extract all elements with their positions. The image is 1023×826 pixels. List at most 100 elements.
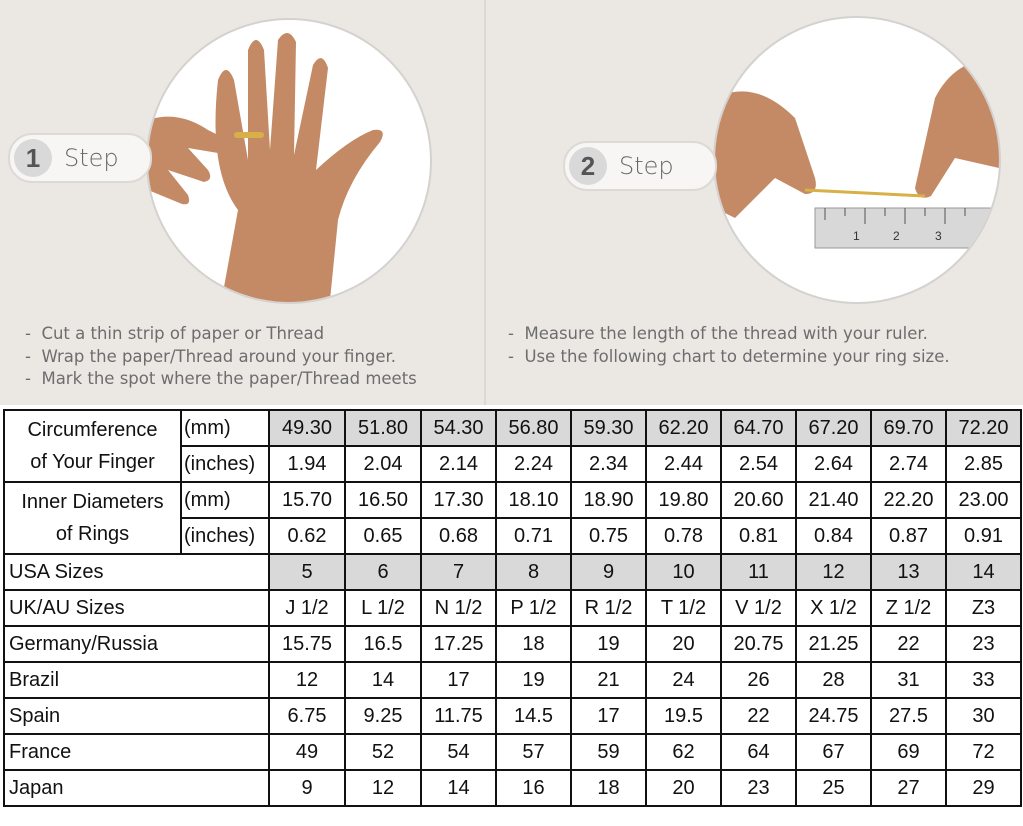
size-value: Z 1/2 [870,589,947,627]
size-value: 5 [268,553,346,591]
size-value: 2.44 [645,445,722,483]
size-value: 14.5 [495,697,572,735]
size-value: 2.04 [344,445,422,483]
size-value: 14 [344,661,422,699]
size-value: 12 [268,661,346,699]
circumference-inches-row: (inches) 1.94 2.04 2.14 2.24 2.34 2.44 2.54 2.64… [4,445,1022,483]
size-row: France 49 52 54 57 59 62 64 67 69 72 [3,733,1022,771]
size-value: 52 [344,733,422,771]
size-value: 24.75 [795,697,872,735]
size-value: 27.5 [870,697,947,735]
step-2-number: 2 [569,147,607,185]
size-value: 14 [420,769,497,807]
thread-icon [804,188,926,198]
size-value: 6.75 [268,697,346,735]
size-row: Spain 6.75 9.25 11.75 14.5 17 19.5 22 24.75 27.5 3… [3,697,1022,735]
unit-label: (mm) [180,409,270,447]
size-value: L 1/2 [344,589,422,627]
size-value: 12 [344,769,422,807]
size-value: 72.20 [945,409,1022,447]
size-value: 18.90 [570,481,647,519]
size-value: 17.25 [420,625,497,663]
instruction-item: Wrap the paper/Thread around your finger… [25,346,417,369]
size-value: 2.34 [570,445,647,483]
step-2-label: Step [619,152,674,180]
size-value: 21 [570,661,647,699]
size-value: P 1/2 [495,589,572,627]
size-value: 12 [795,553,872,591]
row-label: France [3,733,270,771]
size-value: T 1/2 [645,589,722,627]
size-value: 14 [945,553,1022,591]
size-value: 11 [720,553,797,591]
size-value: 9 [570,553,647,591]
size-value: 11.75 [420,697,497,735]
instruction-item: Cut a thin strip of paper or Thread [25,323,417,346]
size-value: 22 [870,625,947,663]
size-value: 62.20 [645,409,722,447]
size-value: 0.84 [795,517,872,555]
size-value: 0.71 [495,517,572,555]
size-value: 69.70 [870,409,947,447]
size-value: 22 [720,697,797,735]
unit-label: (mm) [180,481,270,519]
size-row: Brazil 12 14 17 19 21 24 26 28 31 33 [3,661,1022,699]
size-value: 49.30 [268,409,346,447]
size-value: V 1/2 [720,589,797,627]
row-label: Japan [3,769,270,807]
size-value: R 1/2 [570,589,647,627]
size-value: 9 [268,769,346,807]
size-value: 16.50 [344,481,422,519]
size-value: 69 [870,733,947,771]
size-value: 6 [344,553,422,591]
row-label: Germany/Russia [3,625,270,663]
step-1-instructions: Cut a thin strip of paper or Thread Wrap… [25,323,417,391]
size-value: 20.75 [720,625,797,663]
size-value: 21.40 [795,481,872,519]
size-value: 0.62 [268,517,346,555]
size-value: 27 [870,769,947,807]
size-value: 20 [645,625,722,663]
instruction-item: Use the following chart to determine you… [508,346,949,369]
size-value: 25 [795,769,872,807]
size-value: 0.81 [720,517,797,555]
size-value: 67.20 [795,409,872,447]
ring-icon [234,132,264,138]
label-line: of Rings [55,523,130,545]
size-value: 2.85 [945,445,1022,483]
hand-photo [146,18,432,304]
size-value: 57 [495,733,572,771]
size-value: 21.25 [795,625,872,663]
size-value: 64.70 [720,409,797,447]
size-value: 18 [570,769,647,807]
size-value: 18 [495,625,572,663]
size-value: 2.74 [870,445,947,483]
row-label: Spain [3,697,270,735]
size-row: USA Sizes 5 6 7 8 9 10 11 12 13 14 [3,553,1022,591]
ruler-mark: 2 [893,229,900,243]
size-value: 26 [720,661,797,699]
diameter-inches-row: (inches) 0.62 0.65 0.68 0.71 0.75 0.78 0.81 0.84… [4,517,1022,555]
measuring-thread-icon: 1 2 3 [715,58,999,249]
size-value: 15.75 [268,625,346,663]
diameter-mm-row: Inner Diameters of Rings (mm) 15.70 16.50 17.… [3,481,1022,555]
ruler-icon: 1 2 3 [814,207,999,249]
size-value: 54.30 [420,409,497,447]
size-value: 15.70 [268,481,346,519]
size-value: 10 [645,553,722,591]
size-value: 23.00 [945,481,1022,519]
size-value: 24 [645,661,722,699]
size-value: 51.80 [344,409,422,447]
label-line: of Your Finger [30,451,155,473]
ruler-photo: 1 2 3 [713,16,1001,304]
size-value: 54 [420,733,497,771]
size-value: 49 [268,733,346,771]
size-value: 19 [495,661,572,699]
size-value: N 1/2 [420,589,497,627]
size-value: 20 [645,769,722,807]
instruction-item: Measure the length of the thread with yo… [508,323,950,346]
size-value: 23 [945,625,1022,663]
unit-label: (inches) [180,517,270,555]
size-row: Japan 9 12 14 16 18 20 23 25 27 29 [3,769,1022,807]
size-value: 0.91 [945,517,1022,555]
